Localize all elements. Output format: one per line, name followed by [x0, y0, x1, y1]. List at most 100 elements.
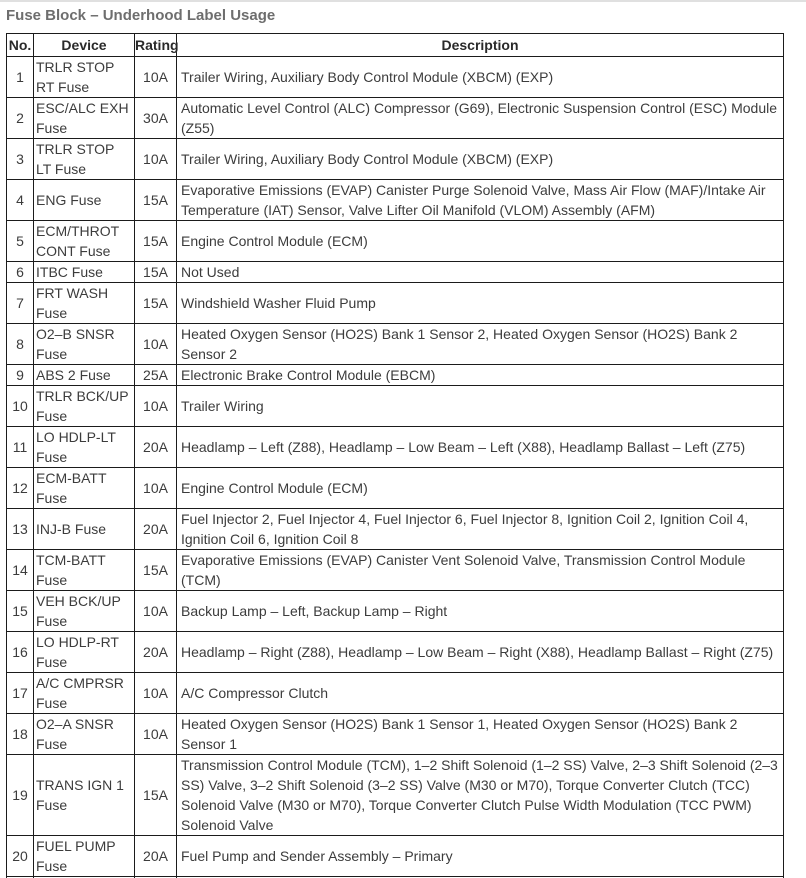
cell-device: LO HDLP-LT Fuse: [33, 426, 135, 468]
cell-description: Trailer Wiring, Auxiliary Body Control M…: [176, 56, 784, 98]
cell-rating: 10A: [134, 56, 177, 98]
cell-no: 4: [6, 179, 34, 221]
cell-description: Electronic Brake Control Module (EBCM): [176, 364, 784, 386]
cell-description: Fuel Pump and Sender Assembly – Primary: [176, 835, 784, 877]
cell-description: Backup Lamp – Left, Backup Lamp – Right: [176, 590, 784, 632]
cell-no: 12: [6, 467, 34, 509]
cell-device: ITBC Fuse: [33, 261, 135, 283]
cell-rating: 10A: [134, 590, 177, 632]
cell-description: Trailer Wiring: [176, 385, 784, 427]
page-title: Fuse Block – Underhood Label Usage: [6, 7, 276, 24]
cell-device: ABS 2 Fuse: [33, 364, 135, 386]
cell-device: FRT WASH Fuse: [33, 282, 135, 324]
cell-device: O2–B SNSR Fuse: [33, 323, 135, 365]
cell-device: O2–A SNSR Fuse: [33, 713, 135, 755]
cell-device: TCM-BATT Fuse: [33, 549, 135, 591]
table-row: 3 TRLR STOP LT Fuse 10A Trailer Wiring, Aux…: [6, 138, 784, 180]
cell-no: 13: [6, 508, 34, 550]
table-row: 10 TRLR BCK/UP Fuse 10A Trailer Wiring: [6, 385, 784, 427]
cell-no: 16: [6, 631, 34, 673]
cell-description: Transmission Control Module (TCM), 1–2 S…: [176, 754, 784, 836]
cell-rating: 20A: [134, 835, 177, 877]
cell-no: 15: [6, 590, 34, 632]
cell-description: Windshield Washer Fluid Pump: [176, 282, 784, 324]
column-header-rating: Rating: [134, 33, 179, 57]
cell-rating: 20A: [134, 631, 177, 673]
cell-device: ECM/THROT CONT Fuse: [33, 220, 135, 262]
cell-description: [176, 876, 784, 878]
cell-no: 14: [6, 549, 34, 591]
cell-device: LO HDLP-RT Fuse: [33, 631, 135, 673]
cell-no: 2: [6, 97, 34, 139]
cell-rating: 10A: [134, 323, 177, 365]
cell-device: INJ-B Fuse: [33, 508, 135, 550]
table-body: 1 TRLR STOP RT Fuse 10A Trailer Wiring, Aux…: [6, 56, 784, 878]
table-row: 7 FRT WASH Fuse 15A Windshield Washer Fluid…: [6, 282, 784, 324]
table-row: 4 ENG Fuse 15A Evaporative Emissions (EVAP)…: [6, 179, 784, 221]
cell-device: ECM-BATT Fuse: [33, 467, 135, 509]
cell-description: Heated Oxygen Sensor (HO2S) Bank 1 Senso…: [176, 713, 784, 755]
cell-rating: 10A: [134, 138, 177, 180]
table-row-partial: [6, 876, 784, 878]
column-header-device: Device: [33, 33, 135, 57]
cell-no: 3: [6, 138, 34, 180]
table-row: 2 ESC/ALC EXH Fuse 30A Automatic Level Cont…: [6, 97, 784, 139]
fuse-block-table: No. Device Rating Description 1 TRLR STOP…: [6, 33, 784, 878]
cell-description: Engine Control Module (ECM): [176, 220, 784, 262]
top-divider: [0, 0, 806, 2]
cell-description: Evaporative Emissions (EVAP) Canister Pu…: [176, 179, 784, 221]
table-row: 19 TRANS IGN 1 Fuse 15A Transmission Contro…: [6, 754, 784, 836]
cell-description: Fuel Injector 2, Fuel Injector 4, Fuel I…: [176, 508, 784, 550]
table-row: 20 FUEL PUMP Fuse 20A Fuel Pump and Sender …: [6, 835, 784, 877]
table-row: 11 LO HDLP-LT Fuse 20A Headlamp – Left (Z88…: [6, 426, 784, 468]
cell-description: Engine Control Module (ECM): [176, 467, 784, 509]
cell-description: Headlamp – Right (Z88), Headlamp – Low B…: [176, 631, 784, 673]
cell-rating: 10A: [134, 713, 177, 755]
table-row: 13 INJ-B Fuse 20A Fuel Injector 2, Fuel Inj…: [6, 508, 784, 550]
cell-description: Heated Oxygen Sensor (HO2S) Bank 1 Senso…: [176, 323, 784, 365]
cell-no: 10: [6, 385, 34, 427]
cell-description: Evaporative Emissions (EVAP) Canister Ve…: [176, 549, 784, 591]
cell-rating: 10A: [134, 672, 177, 714]
cell-rating: 10A: [134, 467, 177, 509]
cell-no: 8: [6, 323, 34, 365]
table-row: 17 A/C CMPRSR Fuse 10A A/C Compressor Clutc…: [6, 672, 784, 714]
cell-rating: 15A: [134, 261, 177, 283]
cell-rating: 15A: [134, 754, 177, 836]
table-row: 5 ECM/THROT CONT Fuse 15A Engine Control Mo…: [6, 220, 784, 262]
cell-no: 11: [6, 426, 34, 468]
cell-device: A/C CMPRSR Fuse: [33, 672, 135, 714]
cell-rating: 25A: [134, 364, 177, 386]
cell-no: 9: [6, 364, 34, 386]
cell-no: 18: [6, 713, 34, 755]
table-row: 15 VEH BCK/UP Fuse 10A Backup Lamp – Left, …: [6, 590, 784, 632]
cell-rating: 10A: [134, 385, 177, 427]
table-row: 6 ITBC Fuse 15A Not Used: [6, 261, 784, 283]
cell-no: 6: [6, 261, 34, 283]
cell-no: 17: [6, 672, 34, 714]
cell-description: A/C Compressor Clutch: [176, 672, 784, 714]
table-row: 18 O2–A SNSR Fuse 10A Heated Oxygen Sensor …: [6, 713, 784, 755]
cell-device: TRLR STOP RT Fuse: [33, 56, 135, 98]
cell-no: 5: [6, 220, 34, 262]
column-header-description: Description: [176, 33, 784, 57]
column-header-no: No.: [6, 33, 34, 57]
table-row: 12 ECM-BATT Fuse 10A Engine Control Module …: [6, 467, 784, 509]
cell-device: TRLR STOP LT Fuse: [33, 138, 135, 180]
table-row: 8 O2–B SNSR Fuse 10A Heated Oxygen Sensor (…: [6, 323, 784, 365]
cell-description: Automatic Level Control (ALC) Compressor…: [176, 97, 784, 139]
cell-rating: 15A: [134, 282, 177, 324]
cell-device: VEH BCK/UP Fuse: [33, 590, 135, 632]
cell-rating: 15A: [134, 220, 177, 262]
cell-device: ENG Fuse: [33, 179, 135, 221]
cell-rating: 20A: [134, 426, 177, 468]
cell-rating: 20A: [134, 508, 177, 550]
cell-description: Headlamp – Left (Z88), Headlamp – Low Be…: [176, 426, 784, 468]
table-header-row: No. Device Rating Description: [6, 33, 784, 57]
table-row: 14 TCM-BATT Fuse 15A Evaporative Emissions …: [6, 549, 784, 591]
cell-device: TRANS IGN 1 Fuse: [33, 754, 135, 836]
cell-no: 1: [6, 56, 34, 98]
cell-device: TRLR BCK/UP Fuse: [33, 385, 135, 427]
cell-no: 20: [6, 835, 34, 877]
